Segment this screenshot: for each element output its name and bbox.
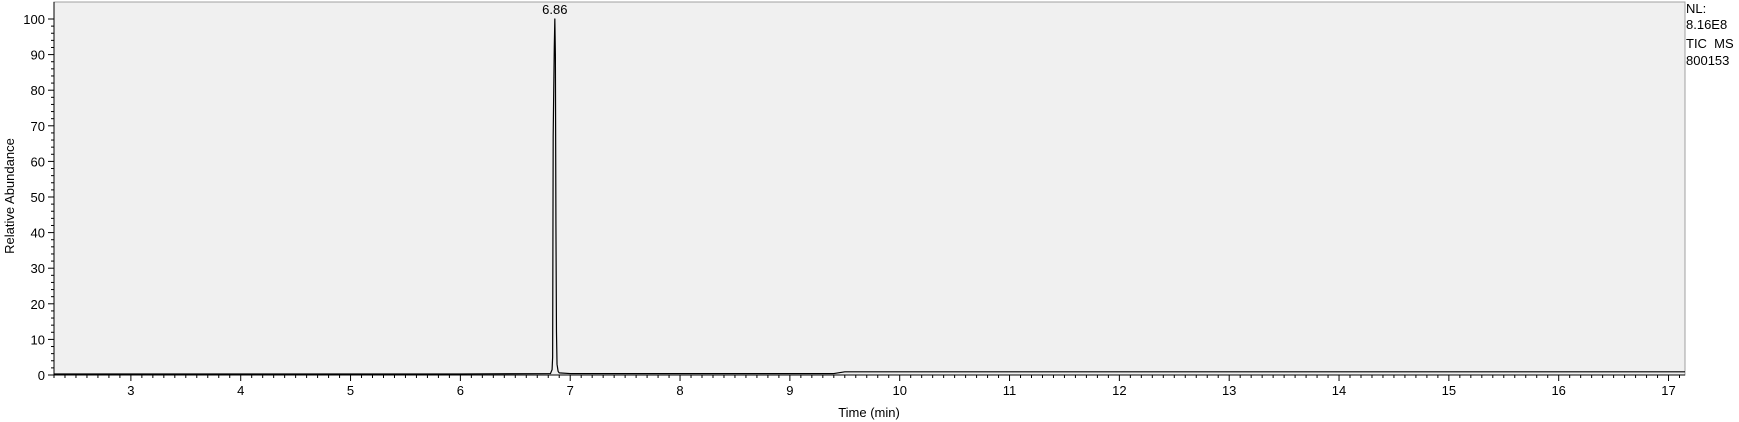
y-tick-label: 40 bbox=[31, 226, 45, 241]
x-axis-title: Time (min) bbox=[838, 405, 900, 420]
y-tick-label: 20 bbox=[31, 297, 45, 312]
tic-trace bbox=[54, 18, 1685, 375]
x-tick-label: 5 bbox=[347, 383, 354, 398]
y-tick-label: 30 bbox=[31, 261, 45, 276]
x-tick-label: 3 bbox=[127, 383, 134, 398]
x-tick-label: 14 bbox=[1332, 383, 1346, 398]
x-tick-label: 9 bbox=[786, 383, 793, 398]
y-axis-title: Relative Abundance bbox=[2, 138, 17, 254]
x-tick-label: 10 bbox=[892, 383, 906, 398]
scan-filter: TIC MS bbox=[1686, 36, 1734, 51]
x-tick-label: 8 bbox=[676, 383, 683, 398]
y-tick-label: 100 bbox=[23, 12, 45, 27]
y-tick-label: 90 bbox=[31, 48, 45, 63]
nl-label: NL: bbox=[1686, 1, 1706, 16]
x-tick-label: 16 bbox=[1551, 383, 1565, 398]
nl-value: 8.16E8 bbox=[1686, 17, 1727, 32]
x-tick-label: 15 bbox=[1442, 383, 1456, 398]
x-tick-label: 7 bbox=[567, 383, 574, 398]
x-tick-label: 11 bbox=[1003, 383, 1017, 398]
y-tick-label: 70 bbox=[31, 119, 45, 134]
peak-label: 6.86 bbox=[542, 2, 567, 17]
x-tick-label: 12 bbox=[1112, 383, 1126, 398]
y-tick-label: 0 bbox=[38, 368, 45, 383]
y-tick-label: 50 bbox=[31, 190, 45, 205]
y-tick-label: 10 bbox=[31, 332, 45, 347]
x-tick-label: 4 bbox=[237, 383, 244, 398]
sample-name: 800153 bbox=[1686, 53, 1729, 68]
plot-area bbox=[53, 1, 1686, 376]
x-tick-label: 6 bbox=[457, 383, 464, 398]
x-tick-label: 13 bbox=[1222, 383, 1236, 398]
y-tick-label: 80 bbox=[31, 83, 45, 98]
y-tick-label: 60 bbox=[31, 154, 45, 169]
x-tick-label: 17 bbox=[1661, 383, 1675, 398]
